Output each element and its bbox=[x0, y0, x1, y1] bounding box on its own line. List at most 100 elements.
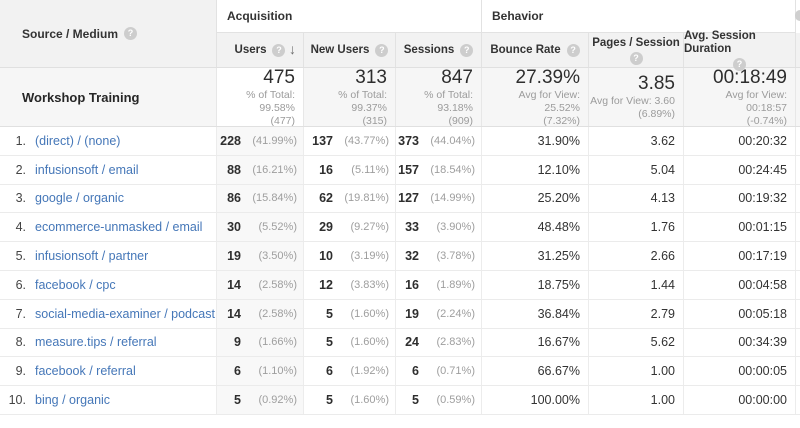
source-medium-link[interactable]: google / organic bbox=[35, 191, 124, 206]
users-value: 6 bbox=[234, 364, 241, 379]
sessions-pct: (0.71%) bbox=[436, 365, 475, 378]
users-pct: (0.92%) bbox=[258, 394, 297, 407]
row-sliver bbox=[795, 213, 800, 242]
source-medium-link[interactable]: infusionsoft / partner bbox=[35, 249, 149, 264]
column-header-bounce-rate[interactable]: Bounce Rate ? bbox=[481, 33, 588, 67]
sessions-pct: (44.04%) bbox=[430, 134, 475, 147]
row-sliver bbox=[795, 357, 800, 386]
avg-duration-value: 00:34:39 bbox=[683, 328, 795, 357]
column-header-avg-duration[interactable]: Avg. Session Duration ? bbox=[683, 30, 795, 71]
sessions-value: 19 bbox=[405, 306, 419, 321]
column-header-users[interactable]: Users ? ↓ bbox=[216, 33, 303, 67]
source-medium-cell: 1. (direct) / (none) bbox=[0, 127, 216, 155]
row-rank: 5. bbox=[15, 249, 26, 264]
sessions-value: 16 bbox=[405, 277, 419, 292]
bounce-rate-header-label: Bounce Rate bbox=[490, 44, 561, 56]
row-sliver bbox=[795, 299, 800, 328]
users-cell: 5 (0.92%) bbox=[216, 386, 303, 414]
help-icon[interactable]: ? bbox=[272, 43, 286, 57]
users-pct: (2.58%) bbox=[258, 307, 297, 320]
source-medium-cell: 8. measure.tips / referral bbox=[0, 329, 216, 357]
source-medium-link[interactable]: measure.tips / referral bbox=[35, 335, 157, 350]
pages-session-value: 2.79 bbox=[588, 299, 683, 328]
sessions-cell: 33 (3.90%) bbox=[395, 213, 481, 242]
source-medium-link[interactable]: (direct) / (none) bbox=[35, 133, 121, 148]
sessions-pct: (2.24%) bbox=[436, 307, 475, 320]
row-sliver bbox=[795, 184, 800, 213]
totals-bounce-rate-value: 27.39% bbox=[515, 66, 580, 88]
pages-session-value: 4.13 bbox=[588, 184, 683, 213]
sessions-cell: 127 (14.99%) bbox=[395, 184, 481, 213]
avg-duration-value: 00:20:32 bbox=[683, 127, 795, 155]
new-users-cell: 5 (1.60%) bbox=[303, 328, 395, 357]
column-header-pages-session[interactable]: Pages / Session ? bbox=[588, 33, 683, 67]
view-title: Workshop Training bbox=[22, 89, 140, 105]
table-row: 4. ecommerce-unmasked / email 30 (5.52%)… bbox=[0, 213, 800, 243]
column-header-sessions[interactable]: Sessions ? bbox=[395, 33, 481, 67]
new-users-pct: (5.11%) bbox=[351, 163, 389, 176]
row-rank: 10. bbox=[8, 393, 26, 408]
pages-session-value: 5.62 bbox=[588, 328, 683, 357]
users-value: 86 bbox=[227, 191, 241, 206]
new-users-cell: 5 (1.60%) bbox=[303, 386, 395, 414]
new-users-value: 29 bbox=[319, 220, 333, 235]
users-pct: (16.21%) bbox=[252, 163, 297, 176]
bounce-rate-value: 48.48% bbox=[481, 213, 588, 242]
source-medium-cell: 7. social-media-examiner / podcast bbox=[0, 300, 216, 328]
help-icon[interactable]: ? bbox=[375, 43, 389, 57]
source-medium-link[interactable]: bing / organic bbox=[35, 393, 111, 408]
totals-sessions-pct: % of Total: 93.18% bbox=[424, 88, 473, 114]
source-medium-cell: 2. infusionsoft / email bbox=[0, 156, 216, 184]
new-users-pct: (1.60%) bbox=[350, 336, 389, 349]
totals-new-users-value: 313 bbox=[355, 66, 387, 88]
sort-descending-icon[interactable]: ↓ bbox=[289, 41, 296, 57]
users-value: 30 bbox=[227, 220, 241, 235]
new-users-value: 5 bbox=[326, 306, 333, 321]
table-row: 10. bing / organic 5 (0.92%) 5 (1.60%) 5… bbox=[0, 386, 800, 415]
totals-pages-session-value: 3.85 bbox=[638, 73, 675, 94]
row-sliver bbox=[795, 242, 800, 270]
bounce-rate-value: 16.67% bbox=[481, 328, 588, 357]
users-pct: (3.50%) bbox=[258, 250, 297, 263]
totals-sliver bbox=[795, 68, 800, 126]
source-medium-link[interactable]: ecommerce-unmasked / email bbox=[35, 220, 203, 235]
source-medium-link[interactable]: infusionsoft / email bbox=[35, 162, 139, 177]
users-header-label: Users bbox=[234, 44, 267, 56]
help-icon[interactable]: ? bbox=[124, 27, 138, 40]
users-value: 88 bbox=[227, 162, 241, 177]
row-rank: 6. bbox=[15, 277, 26, 292]
source-medium-cell: 5. infusionsoft / partner bbox=[0, 242, 216, 270]
bounce-rate-value: 25.20% bbox=[481, 184, 588, 213]
avg-duration-value: 00:00:05 bbox=[683, 357, 795, 386]
new-users-pct: (3.19%) bbox=[350, 250, 389, 263]
source-medium-link[interactable]: social-media-examiner / podcast bbox=[35, 306, 215, 321]
sessions-cell: 16 (1.89%) bbox=[395, 270, 481, 299]
help-icon[interactable]: ? bbox=[566, 43, 580, 57]
source-medium-link[interactable]: facebook / cpc bbox=[35, 277, 116, 292]
pages-session-value: 5.04 bbox=[588, 155, 683, 184]
sessions-value: 373 bbox=[398, 133, 419, 148]
sessions-value: 157 bbox=[398, 162, 419, 177]
new-users-value: 5 bbox=[326, 393, 333, 408]
row-rank: 9. bbox=[15, 364, 26, 379]
new-users-cell: 5 (1.60%) bbox=[303, 299, 395, 328]
new-users-cell: 29 (9.27%) bbox=[303, 213, 395, 242]
help-icon[interactable]: ? bbox=[733, 58, 746, 71]
source-medium-link[interactable]: facebook / referral bbox=[35, 364, 136, 379]
new-users-pct: (43.77%) bbox=[344, 134, 389, 147]
totals-row: Workshop Training 475 % of Total: 99.58%… bbox=[0, 66, 800, 127]
row-sliver bbox=[795, 270, 800, 299]
totals-bounce-rate-avg: Avg for View: 25.52% bbox=[518, 88, 580, 114]
dimension-header-cell[interactable]: Source / Medium ? bbox=[0, 0, 216, 67]
users-pct: (15.84%) bbox=[252, 192, 297, 205]
sessions-cell: 19 (2.24%) bbox=[395, 299, 481, 328]
new-users-value: 10 bbox=[319, 249, 333, 264]
sessions-pct: (1.89%) bbox=[436, 278, 475, 291]
help-icon[interactable]: ? bbox=[460, 43, 474, 57]
column-header-new-users[interactable]: New Users ? bbox=[303, 33, 395, 67]
users-cell: 14 (2.58%) bbox=[216, 299, 303, 328]
cutoff-help-icon bbox=[795, 10, 800, 21]
help-icon[interactable]: ? bbox=[629, 51, 643, 65]
avg-duration-value: 00:01:15 bbox=[683, 213, 795, 242]
